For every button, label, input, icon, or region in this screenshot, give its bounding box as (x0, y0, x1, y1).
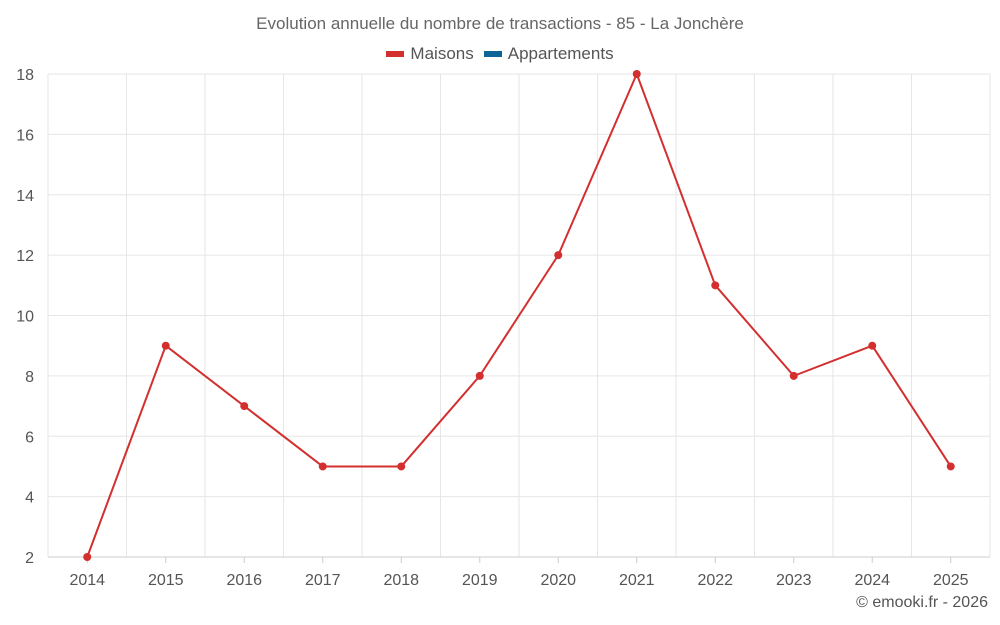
legend-item-maisons[interactable]: Maisons (386, 44, 474, 64)
legend-label-appartements: Appartements (507, 44, 614, 63)
y-tick-label: 16 (16, 127, 34, 144)
data-point-maisons-2025[interactable] (946, 462, 955, 471)
legend: Maisons Appartements (0, 44, 1000, 64)
legend-item-appartements[interactable]: Appartements (483, 44, 614, 64)
series-line-maisons (86, 73, 952, 558)
y-tick-label: 10 (16, 309, 34, 326)
x-tick-label: 2022 (697, 572, 733, 589)
legend-label-maisons: Maisons (410, 44, 474, 63)
data-point-maisons-2016[interactable] (240, 402, 249, 411)
data-point-maisons-2019[interactable] (475, 371, 484, 380)
chart-title: Evolution annuelle du nombre de transact… (256, 14, 744, 33)
y-tick-label: 18 (16, 67, 34, 84)
y-tick-label: 12 (16, 248, 34, 265)
x-tick-label: 2023 (776, 572, 812, 589)
data-point-maisons-2018[interactable] (397, 462, 406, 471)
y-tick-label: 6 (25, 429, 34, 446)
x-tick-label: 2017 (305, 572, 341, 589)
x-tick-label: 2019 (462, 572, 498, 589)
x-tick-label: 2025 (933, 572, 969, 589)
x-tick-label: 2018 (383, 572, 419, 589)
x-tick-label: 2021 (619, 572, 655, 589)
legend-swatch-maisons (386, 51, 405, 57)
y-tick-label: 4 (25, 490, 34, 507)
x-tick-label: 2020 (540, 572, 576, 589)
data-point-maisons-2015[interactable] (161, 341, 170, 350)
y-tick-label: 14 (16, 188, 34, 205)
x-tick-label: 2015 (148, 572, 184, 589)
credit-text: © emooki.fr - 2026 (856, 594, 988, 611)
data-point-maisons-2020[interactable] (554, 251, 563, 260)
legend-swatch-appartements (483, 51, 502, 57)
x-tick-label: 2014 (69, 572, 105, 589)
y-tick-label: 2 (25, 550, 34, 567)
data-point-maisons-2021[interactable] (632, 70, 641, 78)
data-point-maisons-2024[interactable] (868, 341, 877, 350)
data-point-maisons-2017[interactable] (318, 462, 327, 471)
data-point-maisons-2023[interactable] (789, 371, 798, 380)
x-tick-label: 2016 (226, 572, 262, 589)
data-point-maisons-2022[interactable] (711, 281, 720, 290)
x-tick-label: 2024 (854, 572, 890, 589)
y-tick-label: 8 (25, 369, 34, 386)
data-point-maisons-2014[interactable] (83, 553, 92, 561)
